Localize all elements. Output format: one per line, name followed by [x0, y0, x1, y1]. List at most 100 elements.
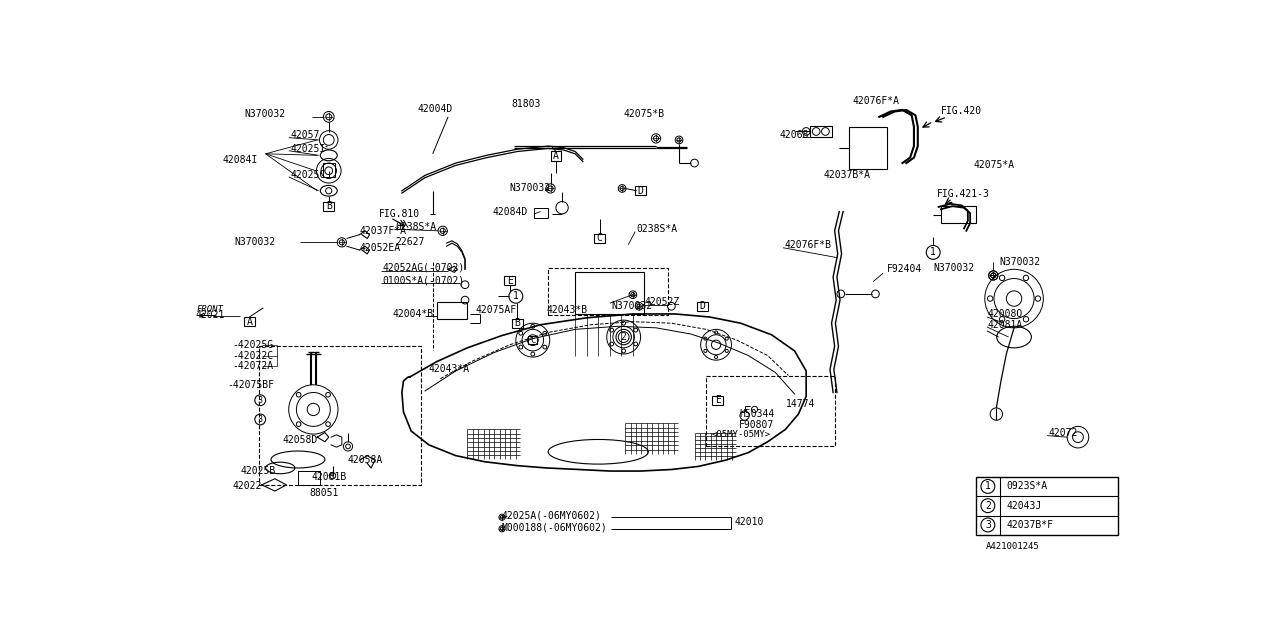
- Text: 42008Q: 42008Q: [987, 309, 1023, 319]
- Text: 42075AF: 42075AF: [475, 305, 516, 315]
- Text: 0238S*A: 0238S*A: [396, 222, 436, 232]
- Text: 42068: 42068: [780, 129, 809, 140]
- Text: 42084D: 42084D: [493, 207, 529, 216]
- Text: 81803: 81803: [511, 99, 540, 109]
- Bar: [810, 126, 832, 137]
- Text: C: C: [596, 234, 603, 243]
- Text: H50344: H50344: [739, 409, 774, 419]
- Text: FIG.420: FIG.420: [941, 106, 982, 116]
- Text: 42076F*A: 42076F*A: [852, 97, 900, 106]
- Text: A421001245: A421001245: [986, 542, 1039, 551]
- Bar: [298, 471, 320, 485]
- Text: 42052EA: 42052EA: [360, 243, 401, 253]
- Text: 42037F*A: 42037F*A: [360, 226, 407, 236]
- Text: 42004*B: 42004*B: [393, 309, 434, 319]
- Text: 42043*A: 42043*A: [429, 364, 470, 374]
- Text: 22627: 22627: [396, 237, 425, 247]
- Text: 42025C: 42025C: [291, 170, 325, 180]
- Bar: [548, 268, 668, 316]
- Text: D: D: [637, 186, 644, 196]
- Bar: [696, 301, 708, 311]
- Text: 1: 1: [931, 247, 936, 257]
- Text: 42021: 42021: [196, 310, 225, 321]
- Text: 42043*B: 42043*B: [547, 305, 588, 315]
- Text: 2: 2: [984, 500, 991, 511]
- Bar: [324, 202, 334, 211]
- Bar: [260, 346, 421, 485]
- Bar: [550, 152, 562, 161]
- Text: 88051: 88051: [310, 488, 339, 498]
- Text: A: A: [553, 151, 559, 161]
- Bar: [712, 396, 723, 405]
- Text: 42025I: 42025I: [291, 144, 325, 154]
- Text: N370032: N370032: [612, 301, 653, 311]
- Text: 42022: 42022: [233, 481, 262, 492]
- Text: 14774: 14774: [786, 399, 815, 409]
- Bar: [534, 208, 548, 218]
- Text: 0238S*A: 0238S*A: [636, 224, 678, 234]
- Bar: [504, 276, 515, 285]
- Text: 0923S*A: 0923S*A: [1006, 481, 1047, 492]
- Text: B: B: [326, 201, 332, 211]
- Text: 42075*A: 42075*A: [973, 161, 1014, 170]
- Text: 42052Z: 42052Z: [644, 298, 680, 307]
- Text: <05MY-05MY>: <05MY-05MY>: [712, 430, 771, 439]
- Bar: [849, 127, 887, 169]
- Bar: [975, 477, 1117, 535]
- Text: 42075*B: 42075*B: [623, 109, 664, 119]
- Text: 42058A: 42058A: [348, 455, 383, 465]
- Text: 42058D: 42058D: [283, 435, 317, 445]
- Text: F90807: F90807: [739, 420, 774, 430]
- Text: 42037B*A: 42037B*A: [824, 170, 870, 180]
- Text: FIG.810: FIG.810: [379, 209, 420, 219]
- Bar: [941, 206, 975, 223]
- Text: 3: 3: [257, 396, 262, 404]
- Text: 42004D: 42004D: [417, 104, 453, 114]
- Text: 1: 1: [513, 291, 518, 301]
- Text: N370032: N370032: [509, 184, 550, 193]
- Text: -42022C: -42022C: [233, 351, 274, 360]
- Text: 42084I: 42084I: [223, 155, 257, 165]
- Bar: [323, 163, 335, 177]
- Text: E: E: [714, 395, 721, 405]
- Text: 42057: 42057: [291, 129, 320, 140]
- Text: E: E: [507, 276, 512, 286]
- Text: F92404: F92404: [887, 264, 923, 275]
- Text: B: B: [515, 318, 521, 328]
- Text: 42037B*F: 42037B*F: [1006, 520, 1053, 530]
- Text: FRONT: FRONT: [197, 305, 224, 314]
- Text: N370032: N370032: [933, 263, 974, 273]
- Text: -42025G: -42025G: [233, 340, 274, 349]
- Text: -42072A: -42072A: [233, 362, 274, 371]
- Text: N370032: N370032: [1000, 257, 1041, 267]
- Text: 42081A: 42081A: [987, 320, 1023, 330]
- Text: 42025A(-06MY0602): 42025A(-06MY0602): [502, 511, 602, 521]
- Text: D: D: [699, 301, 705, 311]
- Bar: [635, 186, 646, 195]
- Text: 42043J: 42043J: [1006, 500, 1042, 511]
- Bar: [436, 303, 467, 319]
- Text: C: C: [530, 335, 535, 344]
- Text: 3: 3: [257, 415, 262, 424]
- Text: 42025B: 42025B: [241, 466, 275, 476]
- Text: 1: 1: [984, 481, 991, 492]
- Bar: [529, 336, 538, 344]
- Text: 42072: 42072: [1048, 428, 1078, 438]
- Text: 0100S*A(-0702): 0100S*A(-0702): [383, 276, 465, 286]
- Text: -42075BF: -42075BF: [227, 380, 274, 390]
- Text: N370032: N370032: [234, 237, 275, 247]
- Bar: [575, 271, 644, 314]
- Text: 42010: 42010: [735, 517, 764, 527]
- Text: M000188(-06MY0602): M000188(-06MY0602): [502, 522, 608, 532]
- Text: 2: 2: [621, 332, 627, 342]
- Text: FIG.421-3: FIG.421-3: [937, 189, 989, 199]
- Bar: [707, 376, 836, 447]
- Text: N370032: N370032: [244, 109, 285, 119]
- Bar: [594, 234, 605, 243]
- Text: 42052AG(-0702): 42052AG(-0702): [383, 263, 465, 273]
- Text: 42076F*B: 42076F*B: [785, 239, 832, 250]
- Bar: [512, 319, 522, 328]
- Text: 42081B: 42081B: [311, 472, 347, 482]
- Text: 3: 3: [984, 520, 991, 530]
- Bar: [244, 317, 255, 326]
